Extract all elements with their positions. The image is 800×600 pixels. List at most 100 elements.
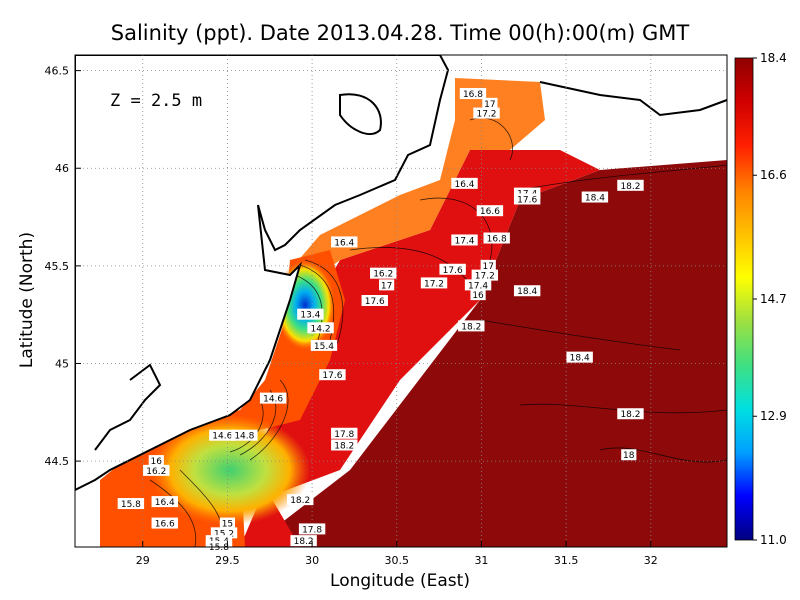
contour-label: 16.2: [370, 267, 397, 280]
salinity-field-open-sea: [250, 160, 727, 547]
contour-label-text: 14.6: [263, 395, 283, 405]
contour-label-box: [148, 455, 164, 467]
contour-label: 14.2: [307, 322, 334, 334]
contour-label-text: 18.2: [620, 410, 640, 420]
contour-label: 14.6: [209, 429, 236, 442]
contour-label: 16.2: [143, 464, 170, 477]
coastline-west: [94, 363, 162, 451]
contour-label-box: [117, 498, 145, 510]
contour-label-text: 17.6: [365, 297, 385, 307]
x-tick-label: 30.5: [385, 554, 410, 567]
contour-label-text: 18.2: [334, 441, 354, 451]
contour-label-box: [151, 517, 178, 529]
coastline: [75, 55, 450, 492]
contour-label: 17.2: [471, 269, 499, 282]
contour-label: 16.6: [476, 205, 504, 217]
contour-label-box: [420, 277, 448, 289]
contour-label: 16: [148, 455, 164, 467]
contour-label: 15: [219, 517, 236, 530]
contour-label-box: [439, 263, 466, 275]
contour-label-box: [310, 339, 338, 351]
contour-label-box: [458, 320, 485, 332]
grid-lines: [75, 55, 727, 547]
contour-label-text: 16.4: [454, 180, 474, 190]
x-tick-label: 32: [644, 554, 658, 567]
contour-label-box: [470, 289, 486, 301]
y-axis-title: Latitude (North): [17, 232, 37, 368]
contour-label-text: 15.4: [314, 342, 334, 352]
contour-label-box: [319, 369, 346, 381]
colorbar: 18.4 16.6 14.7 12.9 11.0: [734, 51, 787, 547]
contour-label: 14.8: [231, 429, 258, 442]
contour-label: 17.4: [464, 279, 492, 291]
contour-label-text: 14.2: [311, 324, 331, 334]
contour-label-box: [621, 449, 637, 461]
contour-label-text: 18.2: [620, 182, 640, 192]
contour-label-box: [231, 429, 258, 441]
contour-label-text: 14.6: [212, 432, 232, 442]
contour-label-text: 16.4: [155, 498, 175, 508]
contour-label: 16.4: [331, 236, 358, 248]
contour-label: 17.8: [298, 523, 326, 535]
contour-label-box: [290, 535, 317, 547]
contour-label-box: [210, 527, 238, 539]
contour-label-text: 15: [222, 520, 233, 530]
contour-label-text: 17.2: [476, 110, 496, 120]
contour-label-box: [476, 205, 504, 217]
contour-label-box: [370, 267, 397, 279]
contour-label-box: [143, 464, 170, 476]
contour-label-box: [617, 179, 644, 191]
contour-label: 17.6: [513, 193, 541, 205]
contour-label-box: [513, 187, 541, 199]
contour-label-box: [483, 232, 510, 244]
contour-label-box: [480, 259, 496, 271]
contour-label-text: 15.8: [209, 543, 229, 553]
contour-label: 18.2: [617, 179, 644, 192]
contour-label-text: 16: [151, 457, 163, 467]
contour-label-box: [151, 496, 178, 508]
contour-label-text: 18.2: [294, 537, 314, 547]
contour-label: 18.2: [287, 494, 314, 506]
contour-label: 15.4: [310, 339, 338, 352]
colorbar-scale: [734, 57, 754, 541]
contour-label-box: [298, 523, 326, 535]
y-tick-label: 44.5: [45, 455, 70, 468]
contour-label-box: [331, 236, 358, 248]
y-tick-label: 45.5: [45, 260, 70, 273]
contour-label-text: 16.6: [480, 207, 500, 217]
contour-label-text: 17.6: [322, 371, 342, 381]
contour-label-text: 13.4: [300, 311, 320, 321]
colorbar-tick-label: 14.7: [760, 292, 787, 306]
chart-title: Salinity (ppt). Date 2013.04.28. Time 00…: [111, 21, 690, 45]
contour-label: 18.2: [290, 535, 317, 547]
contour-label: 13.4: [297, 308, 324, 321]
contour-label-text: 17: [482, 262, 493, 272]
x-tick-label: 31: [474, 554, 488, 567]
x-tick-label: 29: [136, 554, 150, 567]
contour-label-box: [451, 177, 478, 189]
contour-label-box: [581, 191, 609, 203]
contour-label: 15.8: [117, 498, 145, 510]
colorbar-tick-label: 16.6: [760, 168, 787, 182]
contour-label-text: 18.2: [290, 496, 310, 506]
contour-label-text: 17.2: [424, 279, 444, 289]
contour-label: 16.4: [151, 496, 178, 508]
contour-label: 18.4: [566, 351, 593, 364]
contour-label: 17.2: [473, 107, 500, 120]
contour-label: 17.2: [420, 277, 448, 289]
contour-label: 17.6: [319, 369, 346, 381]
contour-label: 17: [480, 259, 496, 272]
x-axis-title: Longitude (East): [330, 571, 470, 591]
contour-label-box: [566, 351, 593, 363]
contour-label-text: 17.4: [454, 236, 474, 246]
contour-label-box: [331, 427, 358, 439]
salinity-field-shelf: [240, 150, 600, 547]
colorbar-ticks: 18.4 16.6 14.7 12.9 11.0: [753, 51, 787, 547]
contour-label: 17.6: [361, 295, 388, 307]
contour-label-text: 16.2: [146, 467, 166, 477]
contour-label-box: [464, 279, 492, 291]
colorbar-tick-label: 12.9: [760, 409, 787, 423]
contour-label: 16: [470, 289, 486, 301]
contour-label: 17: [482, 97, 498, 110]
y-tick-label: 46: [55, 162, 69, 175]
